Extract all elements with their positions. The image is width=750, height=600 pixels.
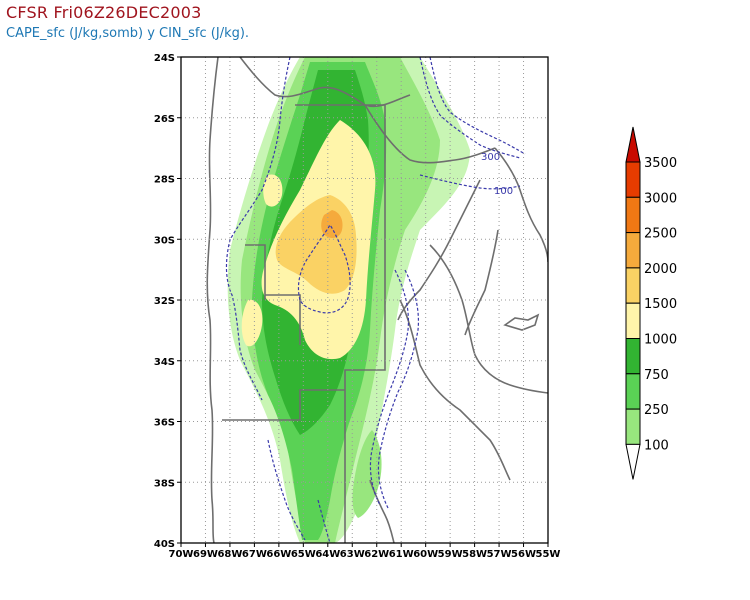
lon-tick-label: 67W [242,549,267,560]
lon-tick-label: 57W [487,549,512,560]
border-brazil [494,147,548,263]
province-line-1 [295,104,386,543]
lon-tick-label: 59W [438,549,463,560]
lat-tick-label: 26S [154,114,175,125]
lat-tick-label: 32S [154,296,175,307]
colorbar-label: 2500 [644,227,677,242]
cin-label-300: 300 [481,152,500,163]
cape-region-south-250 [352,430,382,518]
lon-tick-label: 58W [462,549,487,560]
colorbar-bottom-triangle [625,443,641,480]
lat-tick-label: 30S [154,235,175,246]
colorbar-label: 750 [644,368,669,383]
lon-tick-label: 65W [291,549,316,560]
cin-contour-inner [297,223,351,314]
lon-tick-label: 64W [315,549,340,560]
lat-tick-label: 38S [154,478,175,489]
colorbar-label: 3500 [644,156,677,171]
island-falklands [503,313,540,331]
province-line-4 [245,244,266,300]
lat-tick-label: 40S [154,539,175,550]
colorbar-segment [625,373,641,410]
coast-atlantic [369,479,395,543]
cape-region-west-1500 [241,299,263,347]
cin-contour-east-inner [429,57,526,155]
lon-tick-label: 68W [217,549,242,560]
border-uruguay [429,244,548,394]
coast-rio-plata [399,299,511,481]
cin-label-100: 100 [494,186,513,197]
river-uruguay [464,229,499,336]
lon-tick-label: 56W [511,549,536,560]
colorbar-label: 2000 [644,262,677,277]
lat-tick-label: 24S [154,53,175,64]
lon-tick-label: 61W [389,549,414,560]
border-paraguay [364,104,496,164]
colorbar-segment [625,232,641,269]
lat-tick-labels: 24S 26S 28S 30S 32S 34S 36S 38S 40S [154,53,181,550]
province-line-2 [222,389,345,421]
lat-tick-label: 28S [154,175,175,186]
lon-tick-label: 66W [266,549,291,560]
colorbar-label: 250 [644,403,669,418]
cape-colorbar: 3500 3000 2500 2000 1500 1000 750 250 100 [625,126,677,480]
colorbar-label: 3000 [644,191,677,206]
cin-contour-south-2 [377,269,420,509]
cin-contours [225,57,526,543]
colorbar-label: 1000 [644,333,677,348]
border-andes [206,57,219,543]
lon-tick-label: 60W [413,549,438,560]
cin-contour-southwest [267,439,306,541]
colorbar-segment [625,338,641,375]
lon-tick-label: 62W [364,549,389,560]
colorbar-label: 100 [644,438,669,453]
lon-tick-labels: 70W 69W 68W 67W 66W 65W 64W 63W 62W 61W 60W 59W 58W 5… [169,543,561,560]
cin-contour-southmid [317,499,331,543]
cin-contour-south [369,269,410,506]
lon-tick-label: 55W [536,549,561,560]
colorbar-top-triangle [625,126,641,163]
cin-contour-east-100 [419,174,521,190]
map-subtitle: CAPE_sfc (J/kg,somb) y CIN_sfc (J/kg). [6,26,250,41]
cape-region-north-1500 [263,174,283,207]
province-line-3 [265,294,301,345]
colorbar-segment [625,161,641,198]
lon-tick-label: 63W [340,549,365,560]
lat-tick-label: 36S [154,418,175,429]
colorbar-segment [625,408,641,445]
colorbar-segment [625,302,641,340]
border-bolivia [239,57,411,108]
cin-contour-east [419,57,521,159]
colorbar-label: 1500 [644,297,677,312]
political-borders [206,57,548,543]
map-gridlines [181,57,548,543]
lon-tick-label: 69W [193,549,218,560]
lat-tick-label: 34S [154,357,175,368]
colorbar-segment [625,267,641,304]
map-title: CFSR Fri06Z26DEC2003 [6,3,202,22]
lon-tick-label: 70W [169,549,194,560]
cin-contour-west [225,57,291,401]
colorbar-segment [625,196,641,234]
